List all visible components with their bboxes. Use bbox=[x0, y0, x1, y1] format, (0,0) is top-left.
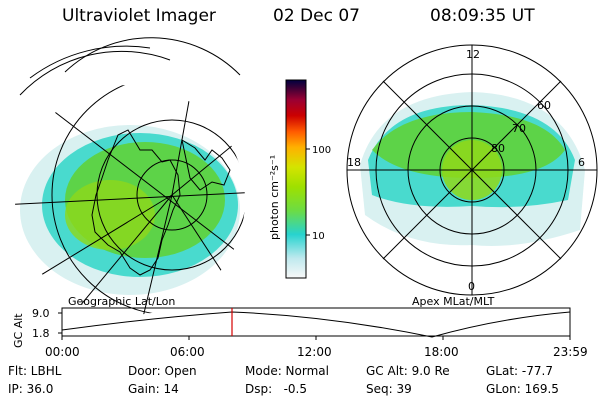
altitude-plot: 9.0 1.8 GC Alt 00:00 06:00 12:00 18:00 2… bbox=[12, 307, 588, 359]
mlat-label-70: 70 bbox=[512, 122, 526, 135]
polar-grid bbox=[346, 44, 598, 296]
geographic-map bbox=[15, 37, 245, 315]
mlt-label-0: 0 bbox=[468, 280, 475, 293]
altitude-xtick-1200: 12:00 bbox=[297, 345, 332, 359]
colorbar-gradient bbox=[285, 79, 307, 279]
info-glat: GLat: -77.7 bbox=[486, 364, 553, 378]
polar-map: 12 18 6 0 60 70 80 bbox=[346, 44, 598, 296]
altitude-ytick-9: 9.0 bbox=[32, 307, 50, 320]
altitude-curve bbox=[61, 311, 571, 338]
altitude-xtick-0600: 06:00 bbox=[170, 345, 205, 359]
altitude-ylabel: GC Alt bbox=[12, 313, 25, 348]
altitude-xtick-2359: 23:59 bbox=[553, 345, 588, 359]
geo-coastline bbox=[91, 129, 181, 276]
date-label: 02 Dec 07 bbox=[273, 6, 360, 26]
instrument-title: Ultraviolet Imager bbox=[62, 6, 216, 26]
info-glon: GLon: 169.5 bbox=[486, 382, 559, 396]
altitude-xtick-1800: 18:00 bbox=[424, 345, 459, 359]
colorbar-tick-10: 10 bbox=[312, 231, 325, 242]
geo-caption: Geographic Lat/Lon bbox=[68, 295, 175, 308]
info-dsp: Dsp: -0.5 bbox=[245, 382, 308, 396]
polar-caption: Apex MLat/MLT bbox=[412, 295, 495, 308]
info-ip: IP: 36.0 bbox=[8, 382, 54, 396]
geo-grid bbox=[15, 85, 245, 315]
info-door: Door: Open bbox=[128, 364, 197, 378]
altitude-xtick-0000: 00:00 bbox=[45, 345, 80, 359]
mlt-label-6: 6 bbox=[578, 156, 585, 169]
colorbar-tick-100: 100 bbox=[312, 145, 331, 156]
time-label: 08:09:35 UT bbox=[430, 6, 535, 26]
info-seq: Seq: 39 bbox=[366, 382, 412, 396]
info-gc-alt: GC Alt: 9.0 Re bbox=[366, 364, 450, 378]
geo-aurora-core bbox=[65, 180, 155, 250]
mlt-label-12: 12 bbox=[466, 48, 480, 61]
colorbar-unit: photon cm⁻²s⁻¹ bbox=[268, 155, 281, 240]
info-flt: Flt: LBHL bbox=[8, 364, 62, 378]
info-gain: Gain: 14 bbox=[128, 382, 179, 396]
geo-coastline-east bbox=[181, 138, 231, 191]
colorbar: 100 10 photon cm⁻²s⁻¹ bbox=[268, 79, 331, 279]
mlat-label-80: 80 bbox=[491, 142, 505, 155]
mlt-label-18: 18 bbox=[347, 156, 361, 169]
altitude-ytick-1-8: 1.8 bbox=[32, 327, 50, 340]
mlat-label-60: 60 bbox=[537, 99, 551, 112]
info-mode: Mode: Normal bbox=[245, 364, 329, 378]
